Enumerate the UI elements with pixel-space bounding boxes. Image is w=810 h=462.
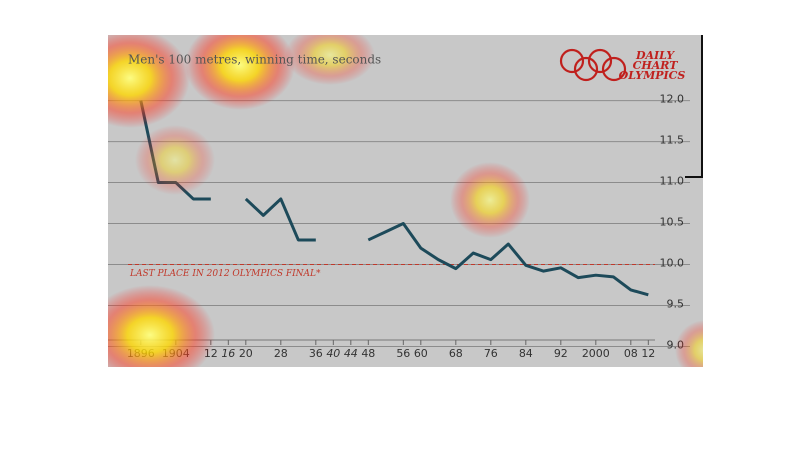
x-tick-label: 08 xyxy=(624,347,638,360)
x-tick-label: 40 xyxy=(326,347,340,360)
x-tick-label: 1904 xyxy=(162,347,190,360)
plot-background xyxy=(108,35,703,367)
x-tick-label: 12 xyxy=(204,347,218,360)
x-tick-label: 16 xyxy=(221,347,235,360)
x-tick-label: 76 xyxy=(484,347,498,360)
chart-title: Men's 100 metres, winning time, seconds xyxy=(128,53,381,67)
y-tick-label: 10.0 xyxy=(660,257,685,270)
x-tick-label: 68 xyxy=(449,347,463,360)
y-tick-label: 11.0 xyxy=(660,175,685,188)
x-tick-label: 2000 xyxy=(582,347,610,360)
logo-text: CHART xyxy=(633,59,679,72)
frame-edge xyxy=(685,35,703,178)
x-tick-label: 56 xyxy=(396,347,410,360)
x-tick-label: 1896 xyxy=(127,347,155,360)
x-tick-label: 36 xyxy=(309,347,323,360)
x-tick-label: 92 xyxy=(554,347,568,360)
x-tick-label: 44 xyxy=(344,347,358,360)
x-tick-label: 20 xyxy=(239,347,253,360)
y-tick-label: 9.5 xyxy=(667,298,685,311)
x-tick-label: 12 xyxy=(641,347,655,360)
logo-text: OLYMPICS xyxy=(619,69,686,82)
x-tick-label: 84 xyxy=(519,347,533,360)
logo xyxy=(559,48,627,82)
reference-label: LAST PLACE IN 2012 OLYMPICS FINAL* xyxy=(129,269,321,279)
x-tick-label: 48 xyxy=(361,347,375,360)
y-tick-label: 9.0 xyxy=(667,339,685,352)
logo-text: DAILY xyxy=(635,49,675,62)
y-tick-label: 12.0 xyxy=(660,93,685,106)
x-tick-label: 60 xyxy=(414,347,428,360)
y-tick-label: 11.5 xyxy=(660,134,685,147)
y-tick-label: 10.5 xyxy=(660,216,685,229)
x-tick-label: 28 xyxy=(274,347,288,360)
